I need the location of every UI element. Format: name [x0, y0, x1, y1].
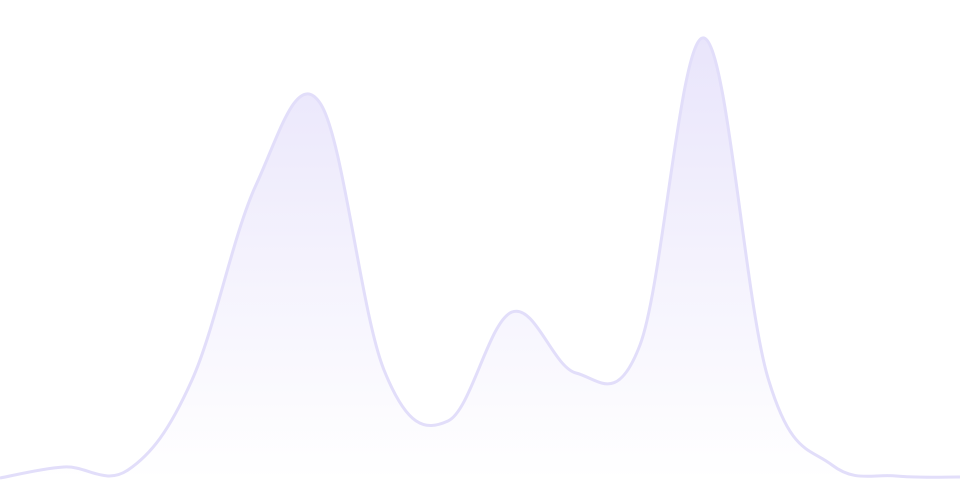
area-fill: [0, 37, 960, 480]
series-line: [0, 36, 960, 480]
